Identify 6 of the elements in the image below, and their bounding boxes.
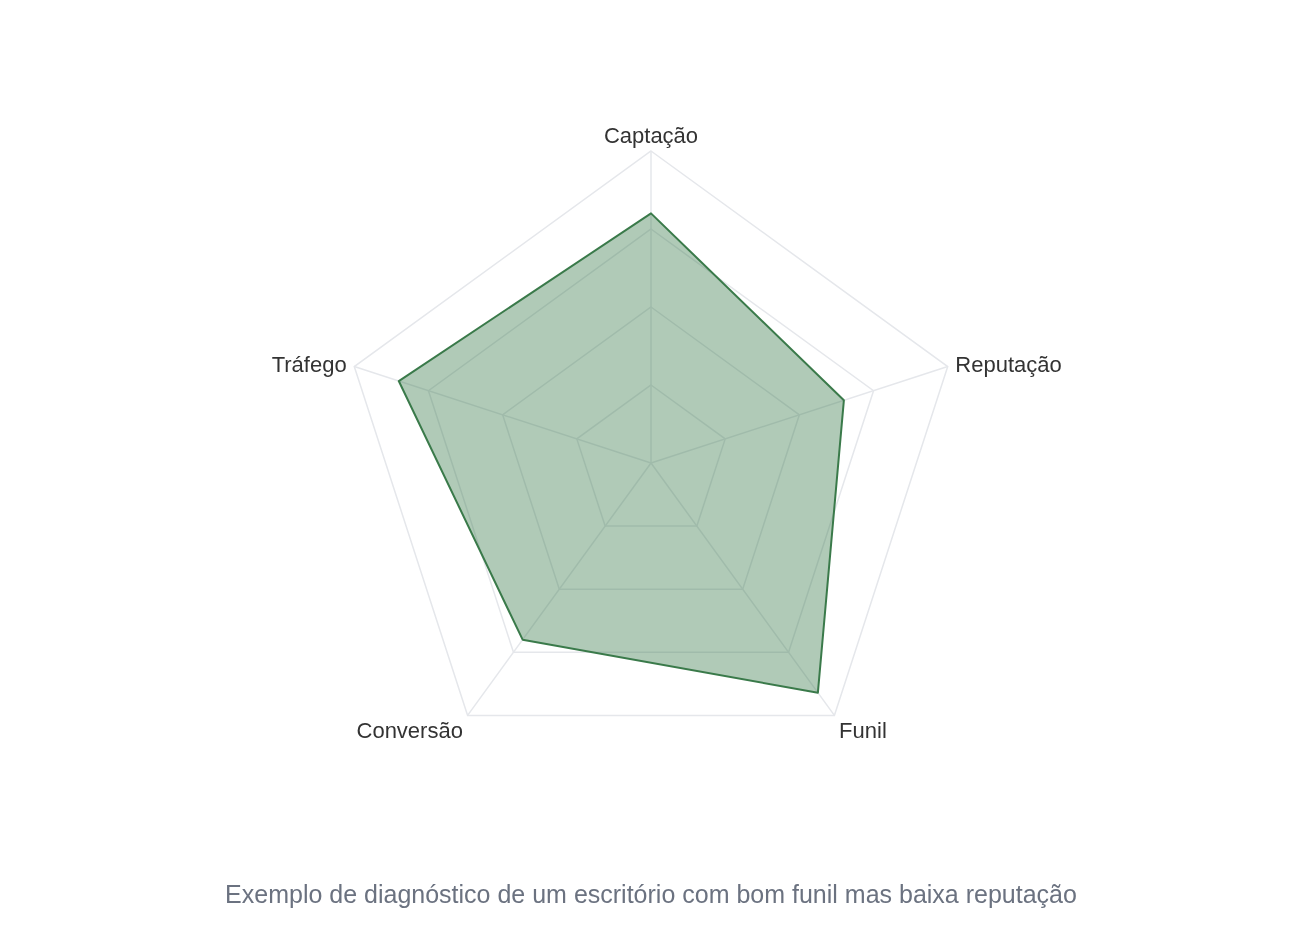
text: Exemplo de diagnóstico de um escritório com bom funil mas baixa reputação	[224, 880, 1078, 909]
spoke-label: Conversão	[356, 717, 463, 743]
spoke-label: Captação	[603, 123, 699, 148]
spoke-label: Funil	[839, 717, 887, 743]
spoke-label: Reputação	[955, 351, 1062, 377]
spoke-label: Tráfego	[271, 351, 347, 377]
